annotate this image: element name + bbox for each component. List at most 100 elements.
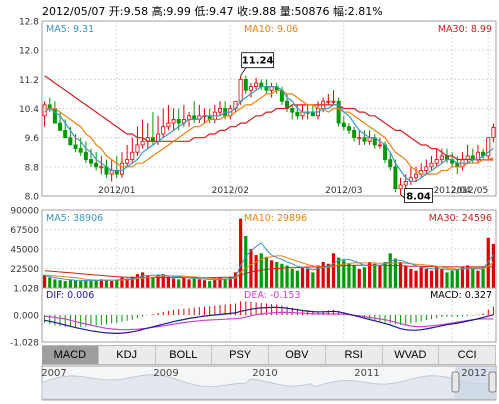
volume-ma5-legend: MA5: 38906	[46, 213, 103, 224]
volume-bar	[331, 253, 336, 288]
info-high: 9.99	[166, 5, 191, 18]
volume-bar	[409, 268, 413, 288]
candle-body	[119, 162, 124, 175]
navigator-right-handle[interactable]	[488, 371, 497, 393]
info-low: 9.47	[209, 5, 234, 18]
tab-kdj[interactable]: KDJ	[99, 346, 156, 364]
volume-ma5-line	[44, 242, 494, 282]
navigator-year-label: 2007	[41, 368, 66, 379]
volume-bar	[202, 280, 207, 288]
candle-body	[254, 82, 259, 88]
month-tick-label: 2012/01	[98, 186, 135, 196]
low-label-box	[404, 188, 433, 203]
volume-bar	[89, 281, 93, 288]
volume-bar	[192, 278, 196, 288]
candle-body	[424, 166, 429, 171]
price-tick-label: 12.8	[19, 18, 39, 28]
candle-body	[99, 166, 104, 169]
candle-body	[73, 144, 78, 150]
candle-body	[171, 119, 176, 124]
price-ma10-legend: MA10: 9.06	[244, 24, 298, 35]
volume-bar	[130, 276, 134, 288]
volume-bar	[398, 262, 403, 288]
tab-boll[interactable]: BOLL	[156, 346, 213, 364]
volume-bar	[445, 272, 449, 288]
ma5-line	[44, 85, 494, 182]
volume-bar	[115, 280, 119, 288]
candle-body	[434, 159, 439, 164]
tab-obv[interactable]: OBV	[269, 346, 326, 364]
volume-bar	[208, 281, 212, 288]
price-ma30-legend: MA30: 8.99	[438, 24, 492, 35]
volume-bar	[63, 281, 67, 288]
volume-bar	[269, 260, 274, 288]
volume-bar	[373, 263, 377, 288]
info-volume-label: 量:	[279, 5, 295, 18]
volume-bar	[471, 268, 475, 288]
info-change: 2.81%	[347, 5, 383, 18]
tab-wvad[interactable]: WVAD	[383, 346, 440, 364]
volume-bar	[393, 258, 397, 288]
volume-bar	[481, 267, 485, 288]
tab-psy[interactable]: PSY	[212, 346, 269, 364]
month-tick-label: 2012/04	[433, 186, 471, 196]
volume-bar	[187, 279, 191, 288]
candle-body	[393, 166, 398, 190]
volume-bar	[440, 268, 444, 288]
volume-bar	[94, 280, 98, 288]
volume-tick-label: 90000	[10, 207, 39, 217]
volume-bar	[218, 277, 222, 288]
candle-body	[341, 122, 346, 128]
volume-bar	[388, 253, 392, 288]
candle-body	[248, 86, 253, 91]
volume-bar	[306, 268, 310, 288]
candle-body	[63, 129, 68, 139]
volume-bar	[48, 277, 52, 288]
price-panel-frame	[41, 20, 497, 197]
tab-rsi[interactable]: RSI	[326, 346, 383, 364]
candle-body	[346, 126, 351, 131]
volume-ma30-legend: MA30: 24596	[429, 213, 492, 224]
navigator-year-label: 2012	[461, 368, 486, 379]
volume-bar	[228, 276, 232, 288]
macd-dif-legend: DIF: 0.006	[46, 290, 94, 301]
volume-bar	[146, 275, 150, 288]
info-date: 2012/05/07	[42, 5, 106, 18]
month-tick-label: 2012/05	[451, 186, 488, 196]
volume-tick-label: 67500	[10, 226, 39, 236]
tab-cci[interactable]: CCI	[439, 346, 496, 364]
macd-value-legend: MACD: 0.327	[430, 290, 492, 301]
volume-bar	[362, 267, 367, 288]
volume-bar	[156, 275, 160, 288]
volume-bar	[42, 275, 47, 288]
high-label: 11.24	[242, 56, 274, 67]
volume-bar	[347, 263, 351, 288]
candle-body	[336, 100, 341, 124]
volume-bar	[285, 265, 289, 288]
tab-macd[interactable]: MACD	[42, 346, 99, 364]
candle-body	[403, 181, 408, 186]
candle-body	[68, 137, 73, 146]
info-low-label: 低:	[194, 5, 210, 18]
volume-bar	[378, 265, 382, 288]
navigator-left-handle[interactable]	[451, 371, 460, 393]
volume-bar	[455, 268, 459, 288]
info-high-label: 高:	[151, 5, 167, 18]
macd-tick-label: 1.028	[13, 285, 39, 295]
candle-body	[429, 162, 434, 168]
candle-body	[331, 100, 336, 103]
candle-body	[125, 159, 130, 164]
volume-bar	[79, 281, 83, 288]
candle-body	[135, 144, 140, 153]
volume-bar	[177, 279, 181, 288]
price-tick-label: 8.0	[25, 193, 40, 203]
candle-body	[83, 151, 88, 160]
volume-bar	[486, 237, 490, 288]
ma10-line	[44, 89, 494, 175]
month-tick-label: 2012/03	[325, 186, 362, 196]
ohlc-info-bar: 2012/05/07 开:9.58 高:9.99 低:9.47 收:9.88 量…	[42, 3, 383, 19]
info-volume: 50876	[294, 5, 330, 18]
candle-body	[140, 140, 145, 146]
volume-bar	[368, 262, 372, 288]
